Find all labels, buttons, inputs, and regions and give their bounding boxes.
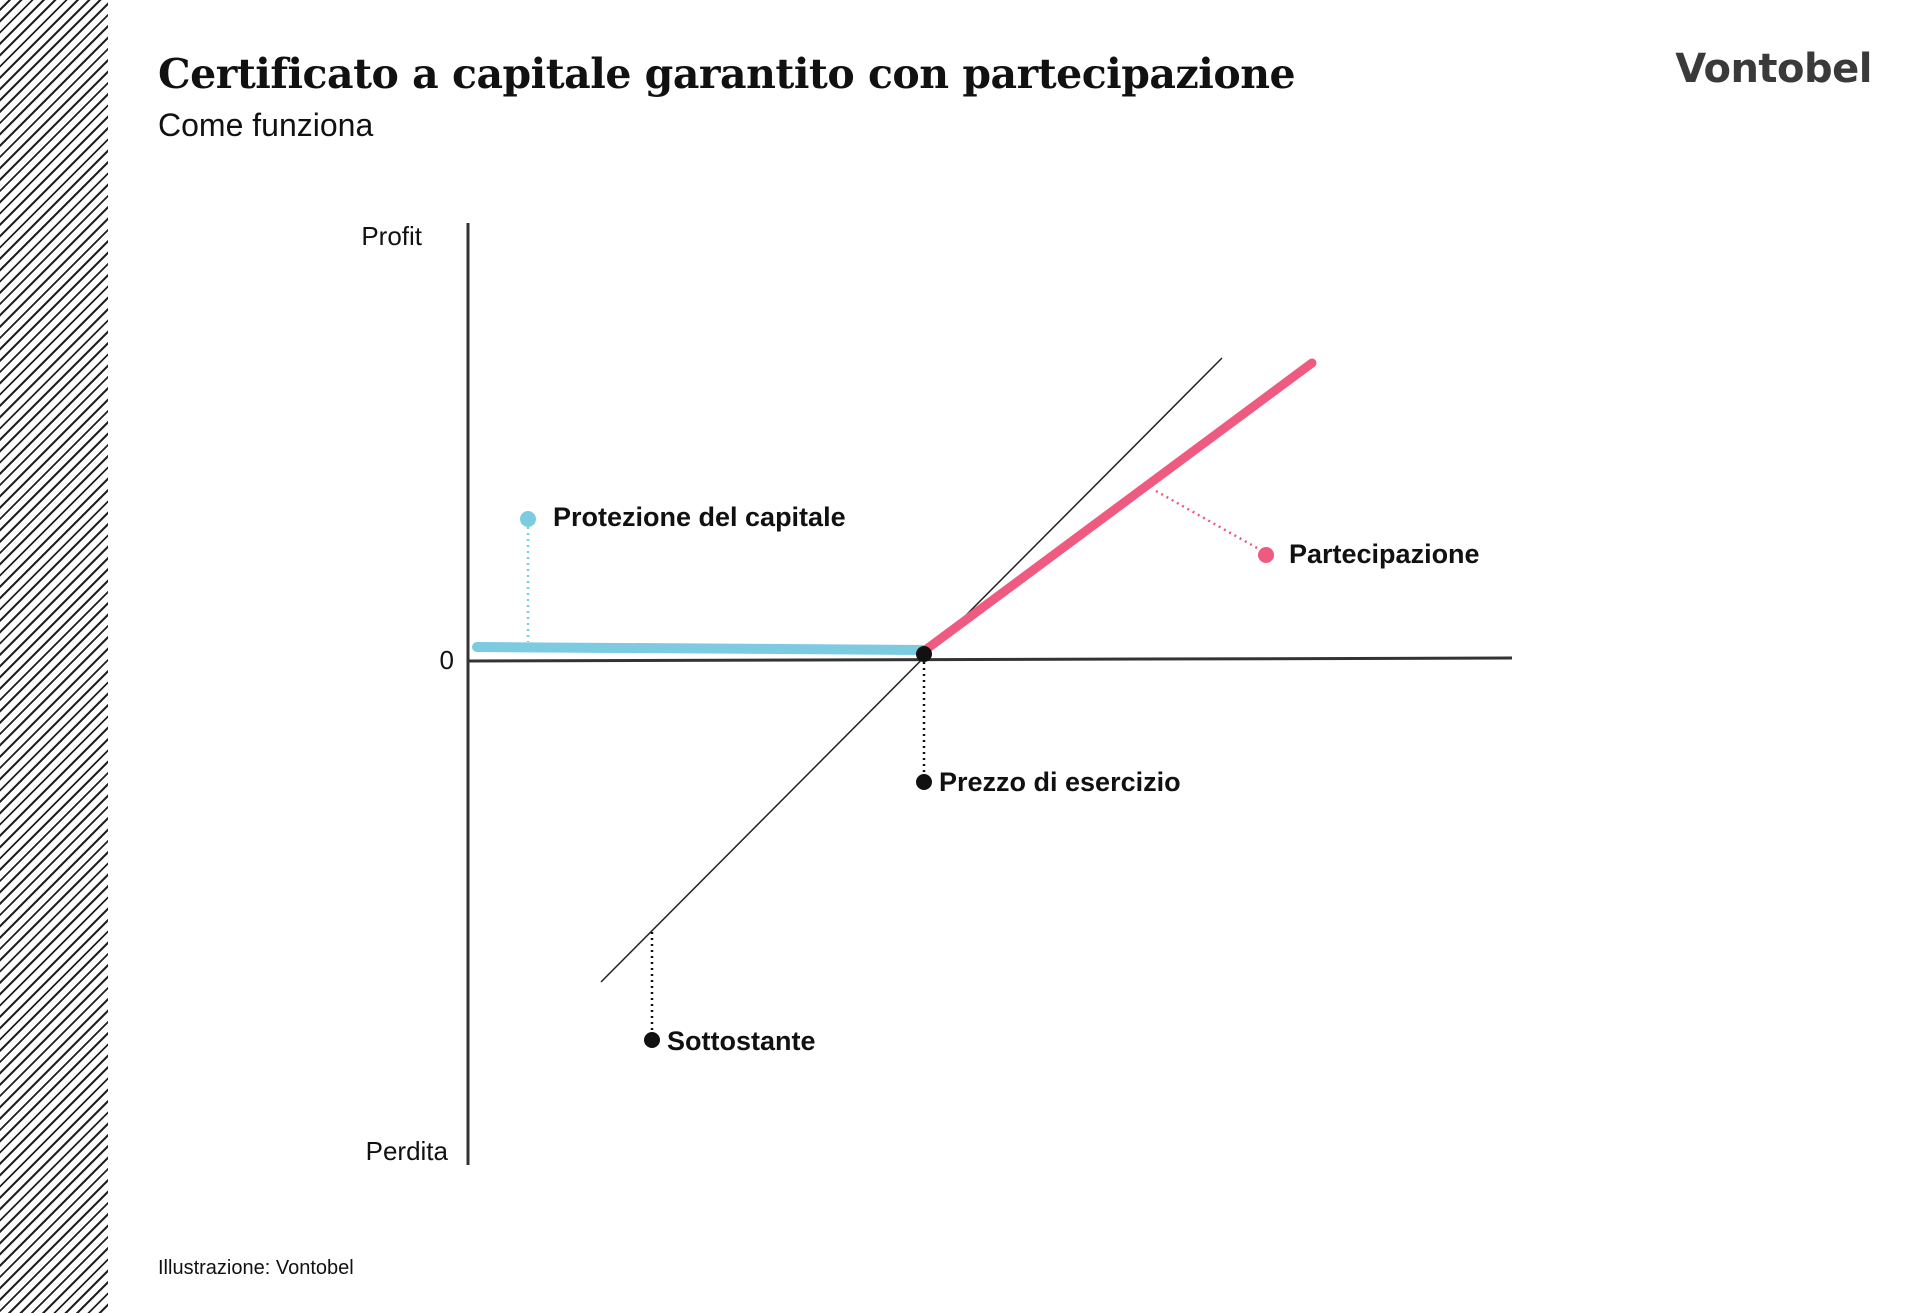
participation-line — [919, 358, 1317, 656]
strike-point — [916, 646, 932, 662]
hatched-side-band — [0, 0, 108, 1313]
underlying-line — [600, 357, 1223, 983]
participation-label: Partecipazione — [1289, 539, 1480, 569]
underlying-label: Sottostante — [667, 1026, 816, 1056]
y-axis-bottom-label: Perdita — [366, 1136, 449, 1166]
underlying-marker-dot — [644, 1032, 660, 1048]
capital-protection-label: Protezione del capitale — [553, 502, 846, 532]
x-axis — [467, 656, 1513, 663]
zero-label: 0 — [440, 645, 454, 675]
page-title: Certificato a capitale garantito con par… — [158, 50, 1296, 98]
y-axis-top-label: Profit — [361, 221, 422, 251]
page-subtitle: Come funziona — [158, 107, 374, 143]
participation-marker-dot — [1258, 547, 1274, 563]
participation-leader — [1155, 489, 1267, 555]
illustration-credit: Illustrazione: Vontobel — [158, 1257, 354, 1279]
brand-logo: Vontobel — [1675, 46, 1872, 92]
strike-marker-dot — [916, 774, 932, 790]
strike-price-label: Prezzo di esercizio — [939, 767, 1181, 797]
capital-protection-line — [472, 642, 929, 655]
protection-marker-dot — [520, 511, 536, 527]
